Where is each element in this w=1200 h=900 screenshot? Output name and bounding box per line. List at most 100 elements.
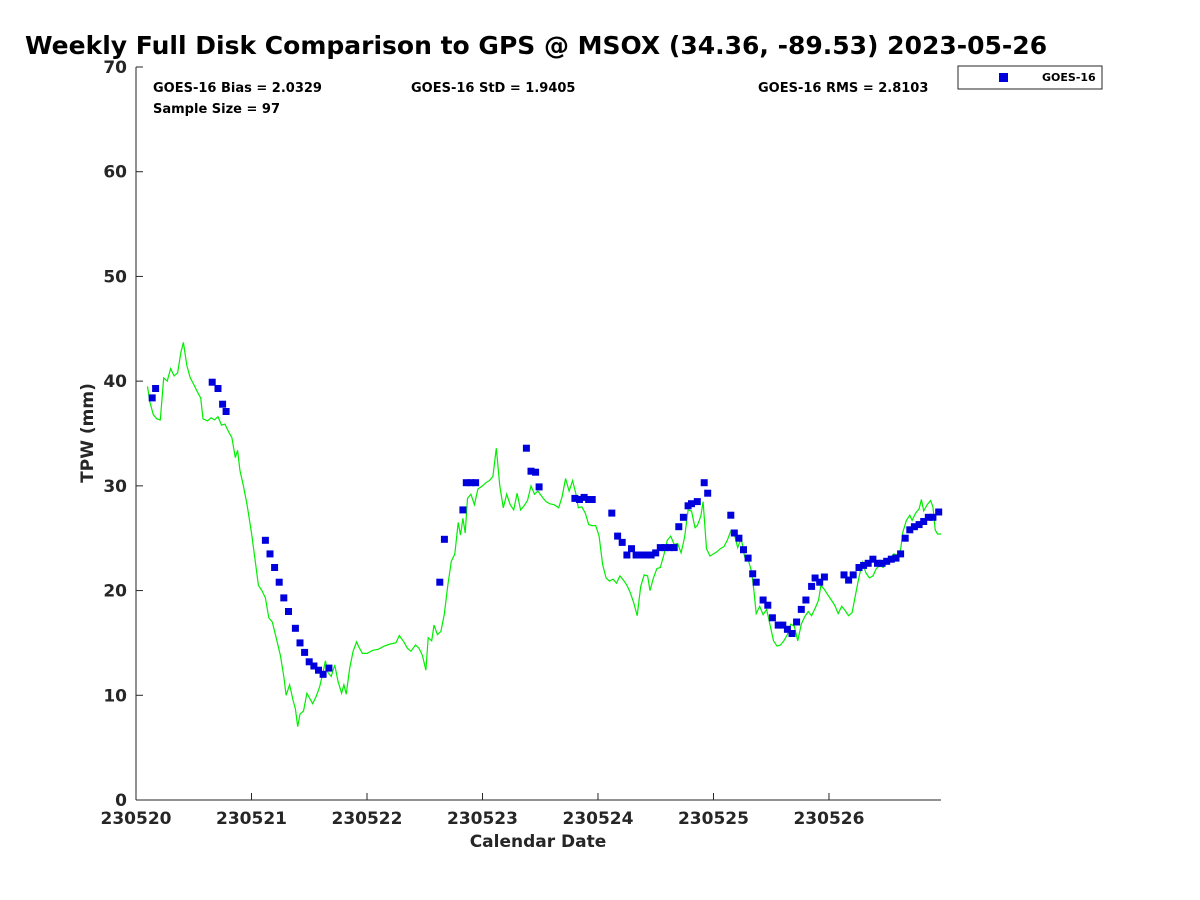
goes16-point (924, 513, 932, 521)
goes16-point (623, 551, 631, 559)
goes16-point (730, 529, 738, 537)
goes16-point (915, 521, 923, 529)
goes16-point (793, 618, 801, 626)
goes16-point (285, 608, 292, 615)
goes16-point (864, 559, 872, 567)
goes16-point (779, 621, 787, 629)
goes16-point (935, 508, 943, 516)
goes16-point (618, 538, 626, 546)
goes16-point (656, 544, 664, 552)
y-ticks: 0 10 20 30 40 50 60 70 (103, 58, 143, 811)
goes16-point (764, 601, 772, 609)
rms-stat: GOES-16 RMS = 2.8103 (758, 81, 928, 96)
y-tick-label: 20 (103, 582, 127, 602)
y-tick-label: 0 (115, 791, 127, 811)
x-tick-label: 230524 (562, 809, 633, 829)
goes16-point (860, 561, 868, 569)
goes16-point (291, 624, 299, 632)
goes16-point (148, 394, 156, 402)
x-tick-label: 230525 (678, 809, 749, 829)
goes16-point (749, 570, 757, 578)
goes16-point (929, 513, 937, 521)
y-tick-label: 50 (103, 267, 127, 287)
x-tick-label: 230520 (101, 809, 172, 829)
goes16-point (883, 557, 891, 565)
chart-title: Weekly Full Disk Comparison to GPS @ MSO… (25, 31, 1047, 60)
goes16-point (666, 544, 674, 552)
goes16-point (906, 526, 914, 534)
goes16-point (688, 500, 695, 508)
goes16-point (440, 535, 448, 543)
goes16-point (214, 385, 222, 392)
x-tick-label: 230521 (216, 809, 287, 829)
goes16-point (571, 494, 579, 502)
sample-size-stat: Sample Size = 97 (153, 102, 280, 117)
goes16-point (874, 559, 881, 567)
goes16-point (459, 506, 467, 514)
goes16-point (527, 467, 535, 475)
goes16-point (522, 444, 530, 452)
goes16-point (816, 578, 824, 586)
goes16-point (910, 523, 918, 531)
goes16-point (735, 534, 743, 542)
y-tick-label: 70 (103, 58, 127, 78)
y-tick-label: 10 (103, 686, 127, 706)
y-tick-label: 60 (103, 163, 127, 183)
goes16-point (802, 596, 810, 604)
x-tick-label: 230522 (331, 809, 402, 829)
goes16-point (788, 630, 796, 637)
goes16-point (315, 666, 322, 674)
legend-label: GOES-16 (1042, 71, 1096, 84)
goes16-point (840, 571, 848, 579)
goes16-point (261, 536, 269, 544)
goes16-point (271, 564, 279, 571)
goes16-point (901, 534, 909, 542)
goes16-point (628, 545, 635, 553)
goes16-point (266, 550, 274, 558)
goes16-point (275, 578, 283, 586)
goes16-point (580, 493, 588, 501)
series-layer (146, 342, 943, 727)
goes16-point (679, 513, 687, 521)
x-tick-label: 230523 (447, 809, 518, 829)
goes16-point (892, 554, 900, 562)
goes16-point (704, 489, 712, 497)
goes16-point (222, 408, 230, 415)
goes16-point (535, 483, 543, 491)
goes16-point (319, 670, 327, 678)
goes16-point (436, 578, 444, 586)
x-ticks: 230520 230521 230522 230523 230524 230525 2305… (101, 793, 864, 829)
goes16-point (608, 509, 616, 517)
goes16-point (797, 605, 805, 613)
goes16-point (661, 544, 669, 552)
goes16-point (752, 578, 760, 586)
goes16-point (820, 573, 828, 581)
goes16-point (744, 554, 752, 562)
y-tick-label: 40 (103, 372, 127, 392)
std-stat: GOES-16 StD = 1.9405 (411, 81, 575, 96)
goes16-point (759, 596, 767, 604)
goes16-point (849, 571, 857, 579)
plot-area: 0 10 20 30 40 50 60 70 230520 230521 230522 230523… (101, 58, 943, 829)
goes16-point (783, 625, 791, 633)
goes16-point (472, 479, 480, 487)
goes16-point (727, 511, 735, 519)
goes16-point (305, 658, 313, 666)
goes16-point (208, 378, 216, 386)
goes16-point (152, 385, 160, 392)
x-tick-label: 230526 (793, 809, 864, 829)
legend-marker (999, 73, 1008, 82)
goes16-point (811, 574, 819, 582)
goes16-point (897, 550, 905, 558)
goes16-point (637, 551, 645, 559)
goes16-point (887, 555, 895, 563)
goes16-point (878, 559, 886, 567)
goes16-point (462, 479, 470, 487)
goes16-point (652, 549, 660, 557)
y-tick-label: 30 (103, 477, 127, 497)
x-axis-label: Calendar Date (470, 832, 607, 852)
goes16-point (280, 594, 288, 602)
goes16-point (532, 468, 540, 476)
goes16-point (310, 662, 318, 670)
